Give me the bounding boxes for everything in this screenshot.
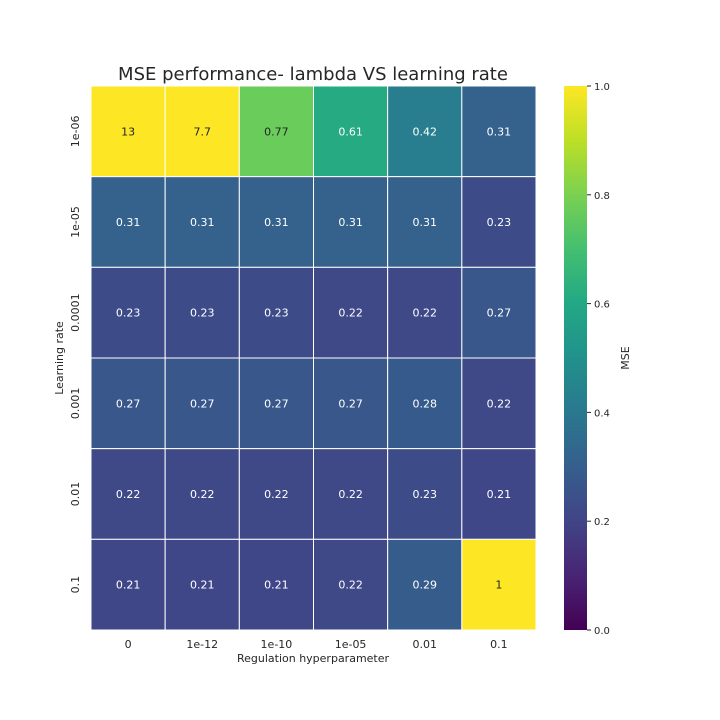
heatmap-cell [387,357,463,450]
cell-annotation: 0.23 [264,307,289,320]
cell-annotation: 0.22 [338,579,363,592]
colorbar-tick-label: 1.0 [594,82,610,93]
cell-annotation: 0.28 [413,397,438,410]
cell-annotation: 0.27 [338,397,363,410]
y-tick-label: 0.0001 [69,293,82,332]
heatmap-cell [164,357,240,450]
heatmap-cell [313,266,389,359]
cell-annotation: 0.22 [338,307,363,320]
colorbar-tick-label: 0.6 [594,300,610,311]
cell-annotation: 0.22 [338,488,363,501]
cell-annotation: 0.42 [413,125,438,138]
cell-annotation: 1 [495,579,502,592]
cell-annotation: 0.21 [264,579,289,592]
cell-annotation: 0.31 [487,125,512,138]
cell-annotation: 0.23 [413,488,438,501]
cell-annotation: 0.27 [190,397,215,410]
chart-title: MSE performance- lambda VS learning rate [118,64,508,85]
cell-annotation: 0.22 [413,307,438,320]
heatmap-cell [461,176,537,268]
heatmap-cell [387,266,463,359]
y-tick-label: 0.01 [69,482,82,507]
cell-annotation: 0.21 [116,579,141,592]
heatmap-cell [238,448,314,540]
heatmap-cell [164,176,240,268]
cell-annotation: 0.23 [190,307,215,320]
y-tick-label: 1e-05 [69,206,82,238]
x-tick-label: 1e-10 [261,638,293,651]
cell-annotation: 0.27 [116,397,141,410]
cell-annotation: 0.23 [116,307,141,320]
heatmap-cell [313,448,389,540]
cell-annotation: 0.31 [264,216,289,229]
heatmap-cell [90,357,166,450]
cell-annotation: 7.7 [194,125,212,138]
cell-annotation: 0.31 [190,216,215,229]
x-tick-label: 1e-05 [335,638,367,651]
colorbar-tick-label: 0.0 [594,626,610,637]
y-tick-label: 0.001 [69,388,82,420]
heatmap-cell [461,448,537,540]
cell-annotation: 0.21 [487,488,512,501]
x-axis-label: Regulation hyperparameter [237,652,390,665]
cell-annotation: 0.31 [338,216,363,229]
colorbar-tick-label: 0.2 [594,517,610,528]
y-tick-labels: 1e-06 1e-05 0.0001 0.001 0.01 0.1 [69,115,82,593]
heatmap-cell [90,85,166,178]
heatmap-cell [90,448,166,540]
heatmap-cell [313,85,389,178]
heatmap-cell [164,85,240,178]
heatmap-cell [313,176,389,268]
cell-annotation: 0.77 [264,125,289,138]
cell-annotation: 0.31 [116,216,141,229]
cell-annotation: 0.22 [190,488,215,501]
heatmap-cell [461,357,537,450]
cell-annotation: 0.27 [487,307,512,320]
heatmap-cell [461,85,537,178]
cell-annotation: 0.29 [413,579,438,592]
cell-annotation: 0.21 [190,579,215,592]
heatmap-cell [387,538,463,631]
cell-annotation: 0.23 [487,216,512,229]
x-tick-label: 0.1 [490,638,508,651]
heatmap-cell [461,538,537,631]
heatmap-cell [238,85,314,178]
cell-annotation: 0.22 [264,488,289,501]
heatmap-cell [313,538,389,631]
colorbar-tick-label: 0.4 [594,408,610,419]
colorbar-tick-label: 0.8 [594,191,610,202]
heatmap-cell [90,266,166,359]
heatmap-cell [313,357,389,450]
cell-annotation: 13 [121,125,135,138]
heatmap-cell [387,85,463,178]
cell-annotation: 0.27 [264,397,289,410]
x-tick-label: 0.01 [413,638,438,651]
colorbar [564,86,587,630]
cell-annotation: 0.31 [413,216,438,229]
y-tick-label: 0.1 [69,576,82,594]
heatmap-cell [164,266,240,359]
y-tick-label: 1e-06 [69,115,82,147]
cell-annotation: 0.22 [487,397,512,410]
heatmap-cells: 13 7.7 0.77 0.61 0.42 0.31 0.31 0.31 0.31 0.31 0.3… [90,85,537,631]
heatmap-cell [461,266,537,359]
heatmap-cell [238,357,314,450]
x-tick-labels: 0 1e-12 1e-10 1e-05 0.01 0.1 [125,638,508,651]
cell-annotation: 0.61 [338,125,363,138]
heatmap-cell [90,538,166,631]
heatmap-cell [387,448,463,540]
x-tick-label: 0 [125,638,132,651]
x-tick-label: 1e-12 [186,638,218,651]
colorbar-label: MSE [619,346,632,369]
y-axis-label: Learning rate [53,321,66,395]
colorbar-tick-labels: 0.0 0.2 0.4 0.6 0.8 1.0 [587,82,610,637]
cell-annotation: 0.22 [116,488,141,501]
